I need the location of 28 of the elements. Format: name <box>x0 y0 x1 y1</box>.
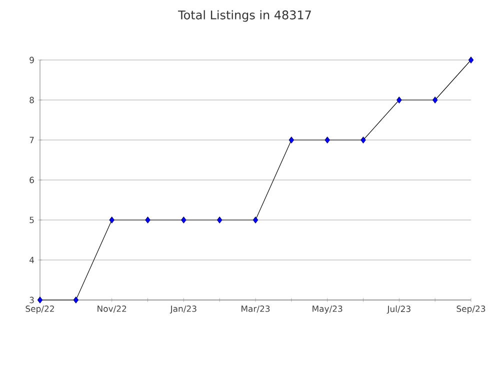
point <box>252 216 258 224</box>
point <box>468 56 474 64</box>
x-tick-label: Mar/23 <box>242 306 270 313</box>
y-tick-label: 8 <box>30 96 34 104</box>
x-tick-label: Jan/23 <box>170 306 196 314</box>
x-tick-label: May/23 <box>312 306 342 314</box>
y-tick-label: 4 <box>30 256 34 264</box>
point <box>216 216 222 224</box>
x-tick-label: Sep/22 <box>26 306 54 314</box>
point <box>181 216 186 224</box>
y-tick-label: 3 <box>30 296 34 304</box>
x-tick-label: Nov/22 <box>98 306 126 313</box>
point <box>109 216 114 224</box>
point <box>324 136 330 144</box>
point <box>145 216 150 224</box>
point <box>73 296 79 304</box>
x-tick-label: Sep/23 <box>456 306 486 314</box>
point <box>360 136 366 144</box>
y-tick-label: 9 <box>30 56 34 64</box>
y-tick-label: 6 <box>30 176 34 184</box>
chart-title: Total Listings in 48317 <box>178 10 311 22</box>
y-tick-label: 7 <box>30 136 34 144</box>
x-tick-label: Jul/23 <box>386 306 410 314</box>
point <box>288 136 294 144</box>
y-tick-label: 5 <box>30 216 34 224</box>
point <box>396 96 402 104</box>
point <box>37 296 43 304</box>
point <box>432 96 438 104</box>
